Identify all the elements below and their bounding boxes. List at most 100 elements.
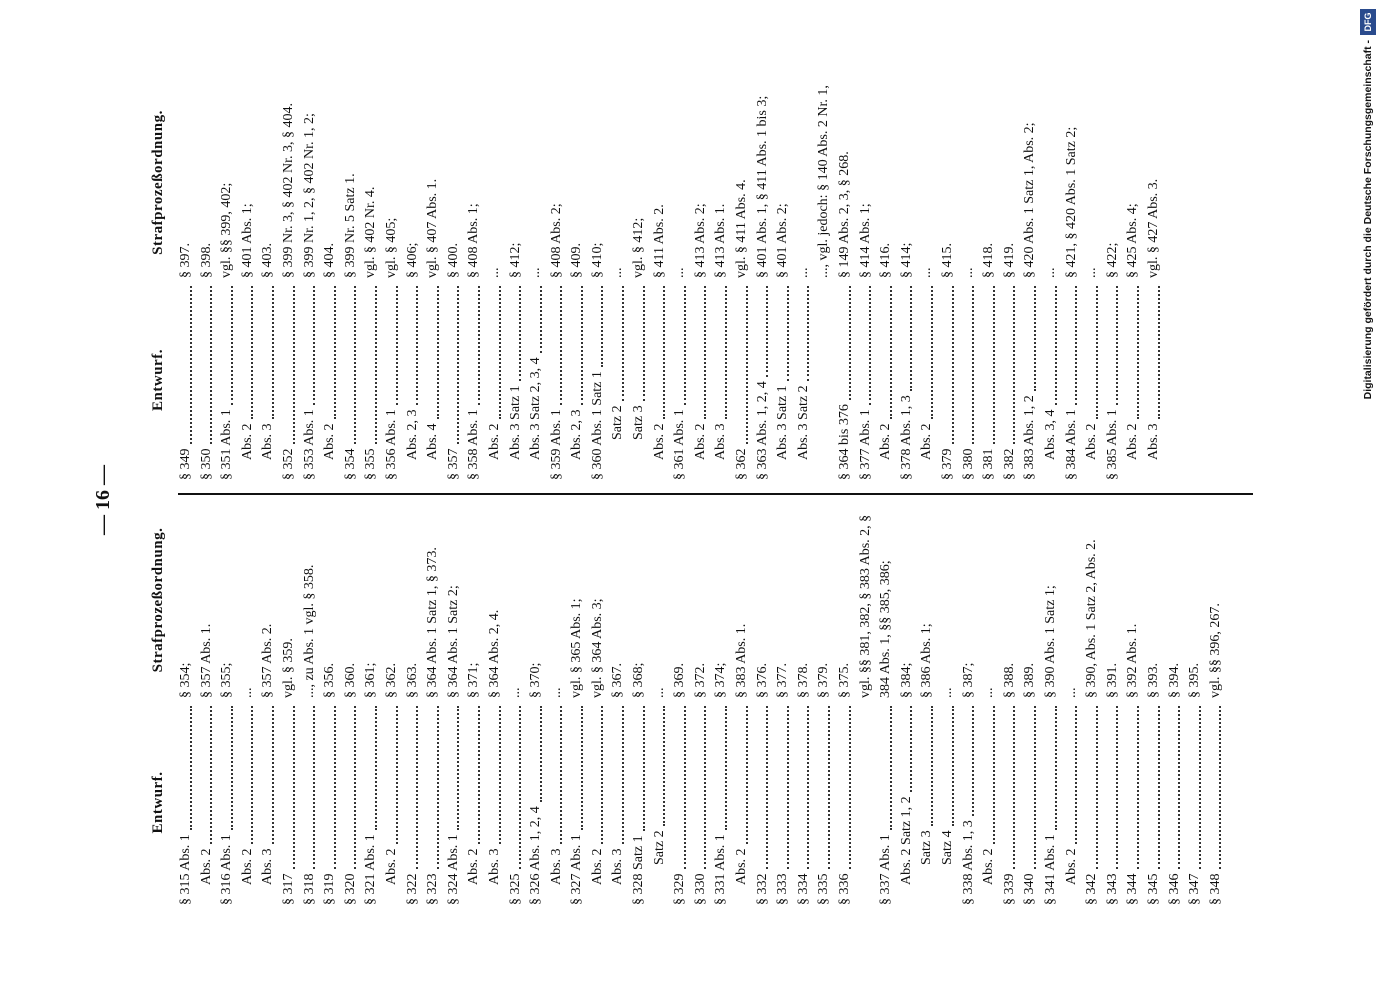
dot-leader [230, 286, 233, 406]
entwurf-cell: § 324 Abs. 1 [444, 702, 465, 905]
table-row: § 318 ..., zu Abs. 1 vgl. § 358. [300, 500, 321, 905]
entwurf-text: § 332 [754, 873, 770, 906]
strafprozessordnung-cell: § 390 Abs. 1 Satz 1; [1042, 585, 1058, 699]
dot-leader [601, 706, 604, 845]
entwurf-cell: § 341 Abs. 1 [1041, 702, 1062, 905]
entwurf-text: Abs. 3, 4 [1042, 409, 1058, 460]
entwurf-text: § 362 [734, 448, 750, 481]
dot-leader [951, 286, 954, 445]
table-row: Abs. 2 § 425 Abs. 4; [1123, 85, 1144, 480]
strafprozessordnung-cell: § 409. [569, 243, 585, 279]
entwurf-text: Abs. 2 [466, 848, 482, 885]
entwurf-text: § 377 Abs. 1 [857, 409, 873, 480]
table-row: § 344 § 392 Abs. 1. [1123, 500, 1144, 905]
column-header: Entwurf. [150, 771, 166, 834]
entwurf-text: Satz 3 [631, 405, 647, 440]
table-row: § 354 § 399 Nr. 5 Satz 1. [341, 85, 362, 480]
dot-leader [683, 706, 686, 870]
table-row: Abs. 2, 3 § 406; [403, 85, 424, 480]
table-row: § 340 § 389. [1020, 500, 1041, 905]
strafprozessordnung-cell: § 389. [1022, 663, 1038, 699]
entwurf-cell: Abs. 2 [382, 702, 403, 905]
dot-leader [313, 706, 316, 870]
entwurf-cell: Abs. 3 Satz 1 [506, 282, 527, 480]
table-row: § 385 Abs. 1 § 422; [1103, 85, 1124, 480]
strafprozessordnung-cell: § 370; [528, 662, 544, 699]
table-row: § 360 Abs. 1 Satz 1 § 410; [588, 85, 609, 480]
dot-leader [725, 706, 728, 831]
table-row: § 328 Satz 1 § 368; [629, 500, 650, 905]
dot-leader [457, 706, 460, 831]
strafprozessordnung-cell: vgl. § 407 Abs. 1. [425, 178, 441, 279]
table-row: § 326 Abs. 1, 2, 4 § 370; [526, 500, 547, 905]
entwurf-text: § 315 Abs. 1 [178, 834, 193, 905]
strafprozessordnung-cell: § 418. [981, 243, 997, 279]
strafprozessordnung-cell: § 362. [383, 663, 399, 699]
table-row: Abs. 2 § 401 Abs. 1; [238, 85, 259, 480]
entwurf-cell: § 317 [279, 702, 300, 905]
dot-leader [395, 286, 398, 406]
entwurf-cell: § 336 [835, 702, 856, 905]
entwurf-cell: § 327 Abs. 1 [567, 702, 588, 905]
table-row: Abs. 3 § 357 Abs. 2. [258, 500, 279, 905]
strafprozessordnung-cell: vgl. §§ 381, 382, § 383 Abs. 2, § 384 Ab… [857, 514, 894, 699]
entwurf-cell: Satz 4 [938, 702, 959, 905]
entwurf-text: § 383 Abs. 1, 2 [1022, 395, 1038, 480]
strafprozessordnung-cell: § 413 Abs. 2; [692, 203, 708, 279]
entwurf-text: Abs. 3 Satz 1 [507, 385, 523, 460]
entwurf-cell: § 384 Abs. 1 [1062, 282, 1083, 480]
dot-leader [766, 286, 769, 378]
strafprozessordnung-cell: vgl. §§ 399, 402; [219, 182, 235, 279]
dot-leader [230, 706, 233, 831]
table-row: Abs. 2 vgl. § 364 Abs. 3; [588, 500, 609, 905]
entwurf-text: § 326 Abs. 1, 2, 4 [528, 806, 544, 905]
entwurf-text: § 381 [981, 448, 997, 481]
table-row: § 362 vgl. § 411 Abs. 4. [732, 85, 753, 480]
table-row: § 316 Abs. 1 § 355; [217, 500, 238, 905]
table-row: Abs. 2... [917, 85, 938, 480]
entwurf-text: Satz 2 [610, 405, 626, 440]
entwurf-text: § 341 Abs. 1 [1042, 834, 1058, 905]
table-row: § 361 Abs. 1... [670, 85, 691, 480]
strafprozessordnung-cell: ... [919, 267, 935, 279]
table-row: § 317 vgl. § 359. [279, 500, 300, 905]
dot-leader [580, 706, 583, 831]
entwurf-cell: Abs. 2 [238, 282, 259, 480]
entwurf-cell: § 347 [1185, 702, 1206, 905]
strafprozessordnung-cell: vgl. § 412; [631, 217, 647, 279]
dot-leader [930, 706, 933, 827]
table-row: § 357 § 400. [444, 85, 465, 480]
entwurf-cell: Abs. 3 Satz 2 [794, 282, 815, 480]
entwurf-cell: § 362 [732, 282, 753, 480]
entwurf-text: Abs. 3 [548, 848, 564, 885]
strafprozessordnung-cell: § 411 Abs. 2. [651, 204, 667, 279]
entwurf-text: § 327 Abs. 1 [569, 834, 585, 905]
entwurf-cell: Abs. 2 [1123, 282, 1144, 480]
dot-leader [354, 286, 357, 445]
entwurf-cell: Satz 3 [917, 702, 938, 905]
entwurf-text: Abs. 2 [1125, 423, 1141, 460]
dot-leader [436, 706, 439, 870]
table-row: § 350 § 398. [197, 85, 218, 480]
dot-leader [498, 706, 501, 845]
entwurf-cell: § 355 [361, 282, 382, 480]
table-row: Abs. 2 § 404. [320, 85, 341, 480]
dot-leader [292, 286, 295, 445]
table-row: Abs. 3 Satz 2, 3, 4... [526, 85, 547, 480]
table-row: § 321 Abs. 1 § 361; [361, 500, 382, 905]
dot-leader [580, 286, 583, 406]
entwurf-cell: Abs. 2 [691, 282, 712, 480]
table-row: Abs. 3 § 413 Abs. 1. [711, 85, 732, 480]
dot-leader [910, 286, 913, 392]
dot-leader [477, 706, 480, 845]
strafprozessordnung-cell: § 415. [939, 243, 955, 279]
strafprozessordnung-cell: § 399 Nr. 1, 2, § 402 Nr. 1, 2; [301, 113, 317, 279]
column-header: Entwurf. [150, 349, 166, 411]
entwurf-cell: § 378 Abs. 1, 3 [897, 282, 918, 480]
strafprozessordnung-cell: ... [528, 267, 544, 279]
strafprozessordnung-cell: § 401 Abs. 1, § 411 Abs. 1 bis 3; [754, 95, 770, 279]
entwurf-text: Abs. 2 [1063, 848, 1079, 885]
table-row: Abs. 2... [485, 85, 506, 480]
table-row: Abs. 2 § 416. [876, 85, 897, 480]
